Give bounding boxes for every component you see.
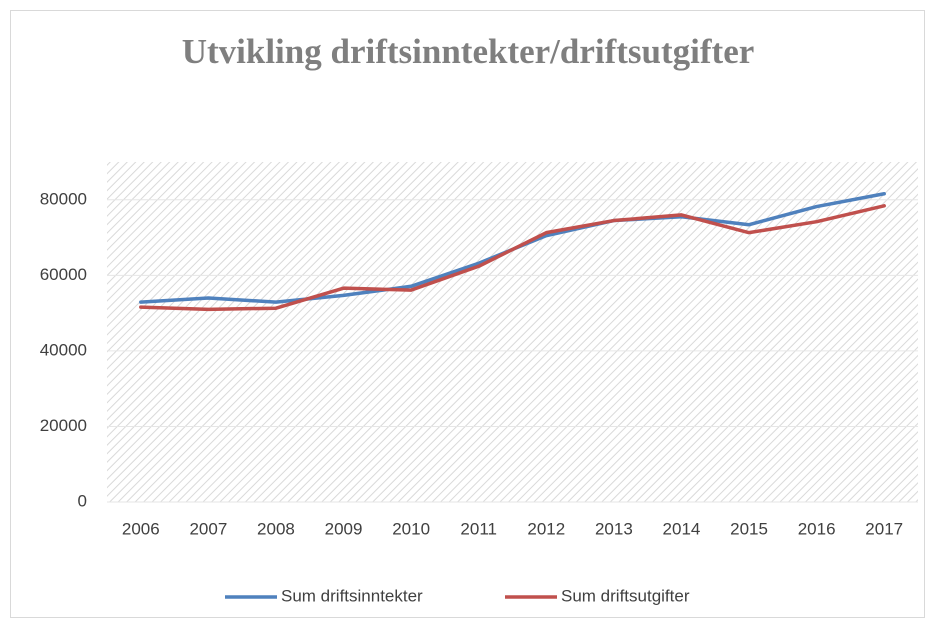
y-tick-label: 60000	[40, 265, 87, 284]
x-tick-label: 2015	[730, 519, 768, 538]
y-tick-label: 0	[78, 491, 87, 510]
x-tick-label: 2009	[325, 519, 363, 538]
y-tick-label: 20000	[40, 416, 87, 435]
x-tick-label: 2007	[189, 519, 227, 538]
x-tick-label: 2016	[798, 519, 836, 538]
series-line	[139, 204, 886, 312]
x-tick-label: 2008	[257, 519, 295, 538]
legend-label: Sum driftsutgifter	[561, 586, 690, 605]
legend-label: Sum driftsinntekter	[281, 586, 423, 605]
x-tick-label: 2010	[392, 519, 430, 538]
x-tick-label: 2006	[122, 519, 160, 538]
x-tick-label: 2014	[663, 519, 701, 538]
x-tick-label: 2017	[865, 519, 903, 538]
y-tick-label: 40000	[40, 340, 87, 359]
plot-area	[107, 162, 918, 502]
x-tick-label: 2013	[595, 519, 633, 538]
chart-title: Utvikling driftsinntekter/driftsutgifter	[182, 32, 755, 71]
y-tick-label: 80000	[40, 189, 87, 208]
x-tick-label: 2012	[527, 519, 565, 538]
x-tick-label: 2011	[460, 519, 497, 538]
